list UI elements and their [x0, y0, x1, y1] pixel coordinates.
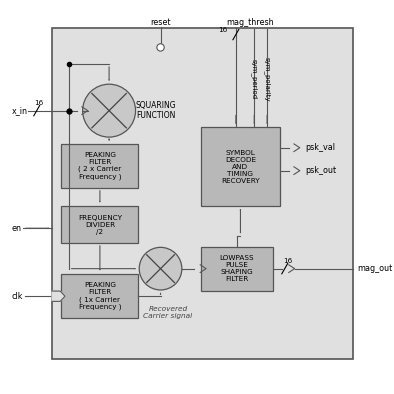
Text: reset: reset — [150, 18, 171, 27]
Text: clk: clk — [12, 292, 23, 301]
Text: 16: 16 — [284, 258, 293, 264]
Text: LOWPASS
PULSE
SHAPING
FILTER: LOWPASS PULSE SHAPING FILTER — [219, 255, 254, 282]
Polygon shape — [52, 291, 65, 301]
Text: 16: 16 — [35, 100, 44, 106]
Text: sym_polarity: sym_polarity — [264, 57, 270, 102]
Text: psk_out: psk_out — [306, 166, 337, 175]
Bar — [201, 247, 273, 291]
Text: 16: 16 — [218, 27, 227, 33]
Bar — [61, 274, 138, 318]
Text: mag_thresh: mag_thresh — [227, 18, 274, 27]
Text: SYMBOL
DECODE
AND
TIMING
RECOVERY: SYMBOL DECODE AND TIMING RECOVERY — [221, 150, 260, 184]
Bar — [61, 206, 138, 243]
Bar — [61, 144, 138, 188]
Text: sym_period: sym_period — [251, 59, 258, 99]
Text: en: en — [12, 224, 22, 233]
Circle shape — [139, 247, 182, 290]
Bar — [52, 28, 353, 359]
Text: FREQUENCY
DIVIDER
/2: FREQUENCY DIVIDER /2 — [78, 215, 122, 234]
Text: SQUARING
FUNCTION: SQUARING FUNCTION — [136, 101, 176, 120]
Text: mag_out: mag_out — [357, 264, 392, 273]
Text: Recovered
Carrier signal: Recovered Carrier signal — [143, 306, 192, 319]
Text: PEAKING
FILTER
( 2 x Carrier
Frequency ): PEAKING FILTER ( 2 x Carrier Frequency ) — [78, 152, 121, 180]
Text: x_in: x_in — [12, 106, 28, 115]
Bar — [201, 127, 280, 206]
Text: psk_val: psk_val — [306, 143, 336, 152]
Circle shape — [83, 84, 136, 137]
Text: PEAKING
FILTER
( 1x Carrier
Frequency ): PEAKING FILTER ( 1x Carrier Frequency ) — [79, 282, 121, 310]
Circle shape — [157, 44, 164, 51]
